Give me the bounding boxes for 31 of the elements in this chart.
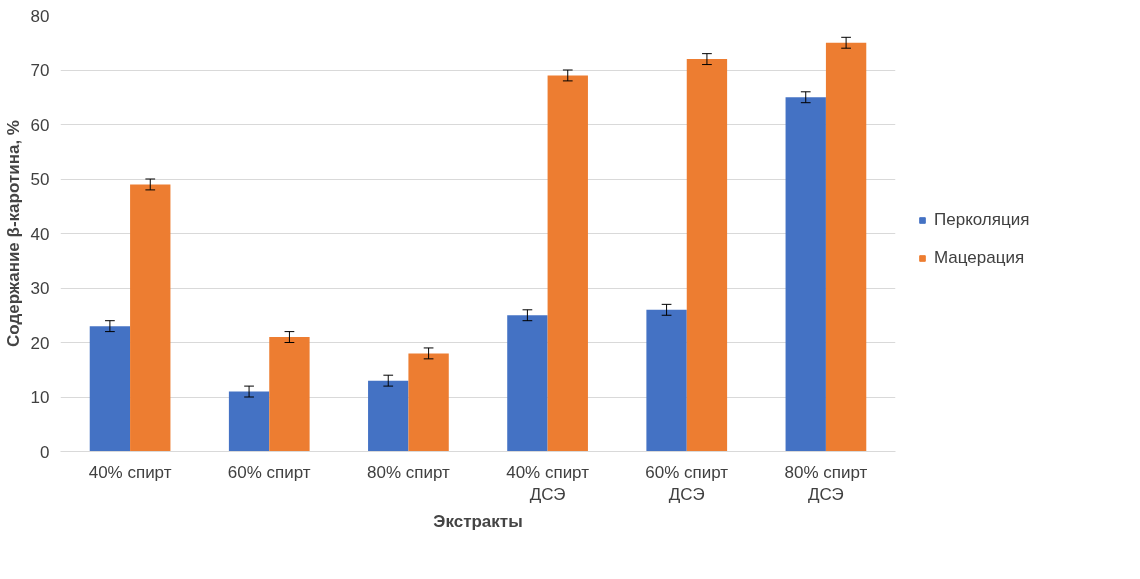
bar — [269, 337, 310, 452]
y-tick-label: 20 — [30, 333, 50, 353]
bar — [785, 97, 826, 452]
bar — [686, 59, 728, 452]
bar — [408, 353, 449, 452]
bar — [89, 326, 131, 452]
bar — [507, 315, 548, 452]
y-axis-title: Содержание β-каротина, % — [3, 120, 23, 347]
x-tick-label: 60% спирт — [227, 462, 311, 482]
x-tick-label: 40% спирт — [88, 462, 172, 482]
bar — [547, 75, 588, 452]
y-tick-label: 80 — [30, 6, 50, 26]
bar — [646, 309, 687, 452]
y-tick-label: 50 — [30, 170, 50, 189]
y-tick-label: 0 — [40, 442, 50, 462]
x-tick-label: 40% спирт ДСЭ — [506, 462, 590, 505]
x-tick-label: 80% спирт ДСЭ — [784, 462, 868, 505]
y-tick-label: 10 — [30, 388, 50, 407]
bar — [228, 391, 270, 452]
bar — [825, 42, 867, 452]
y-tick-label: 70 — [30, 61, 50, 80]
legend-label: Перколяция — [934, 210, 1030, 230]
x-tick-label: 60% спирт ДСЭ — [645, 462, 729, 505]
y-tick-label: 60 — [30, 115, 50, 135]
bar — [368, 380, 409, 452]
y-tick-label: 40 — [30, 224, 50, 244]
x-tick-label: 80% спирт — [367, 462, 451, 482]
legend-label: Мацерация — [934, 248, 1025, 268]
bar — [130, 184, 171, 452]
y-tick-label: 30 — [30, 279, 50, 298]
x-axis-title: Экстракты — [433, 512, 523, 532]
